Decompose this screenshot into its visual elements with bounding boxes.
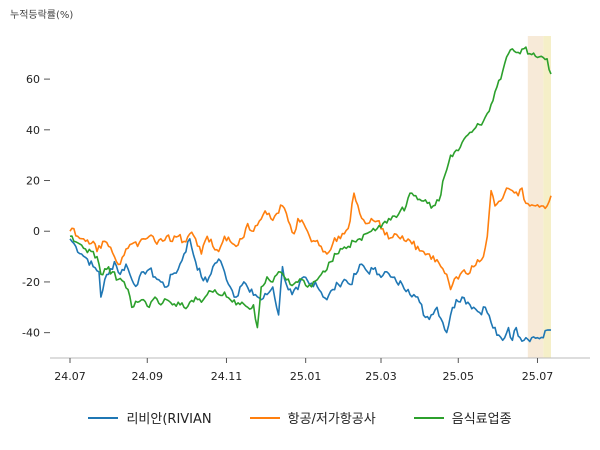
x-tick-label: 24.07 [54, 370, 86, 383]
x-tick-label: 25.07 [522, 370, 554, 383]
x-tick-label: 24.11 [211, 370, 243, 383]
y-tick-label: -20 [22, 276, 40, 289]
legend-swatch-rivian [88, 416, 119, 419]
x-tick-label: 24.09 [132, 370, 164, 383]
legend-label-airline: 항공/저가항공사 [287, 412, 376, 427]
series-line-2 [69, 46, 552, 329]
highlight-band-1 [543, 36, 551, 358]
legend-swatch-food [413, 416, 444, 419]
y-tick-label: 40 [26, 124, 40, 137]
legend-item-airline[interactable]: 항공/저가항공사 [249, 408, 376, 427]
x-tick-label: 25.05 [443, 370, 475, 383]
highlight-band-0 [527, 36, 544, 358]
legend-item-rivian[interactable]: 리비안(RIVIAN [88, 408, 212, 427]
y-tick-label: 0 [33, 225, 40, 238]
series-line-1 [69, 187, 552, 291]
legend-item-food[interactable]: 음식료업종 [413, 408, 512, 427]
y-axis-label: 누적등락률(%) [10, 10, 74, 21]
y-tick-label: -40 [22, 327, 40, 340]
legend-label-rivian: 리비안(RIVIAN [126, 412, 212, 427]
series-line-0 [69, 238, 552, 343]
legend-label-food: 음식료업종 [451, 412, 512, 427]
x-tick-label: 25.03 [365, 370, 397, 383]
legend-swatch-airline [249, 416, 280, 419]
y-tick-label: 60 [26, 73, 40, 86]
x-tick-label: 25.01 [290, 370, 322, 383]
y-tick-label: 20 [26, 175, 40, 188]
legend: 리비안(RIVIAN 항공/저가항공사 음식료업종 [0, 408, 600, 427]
